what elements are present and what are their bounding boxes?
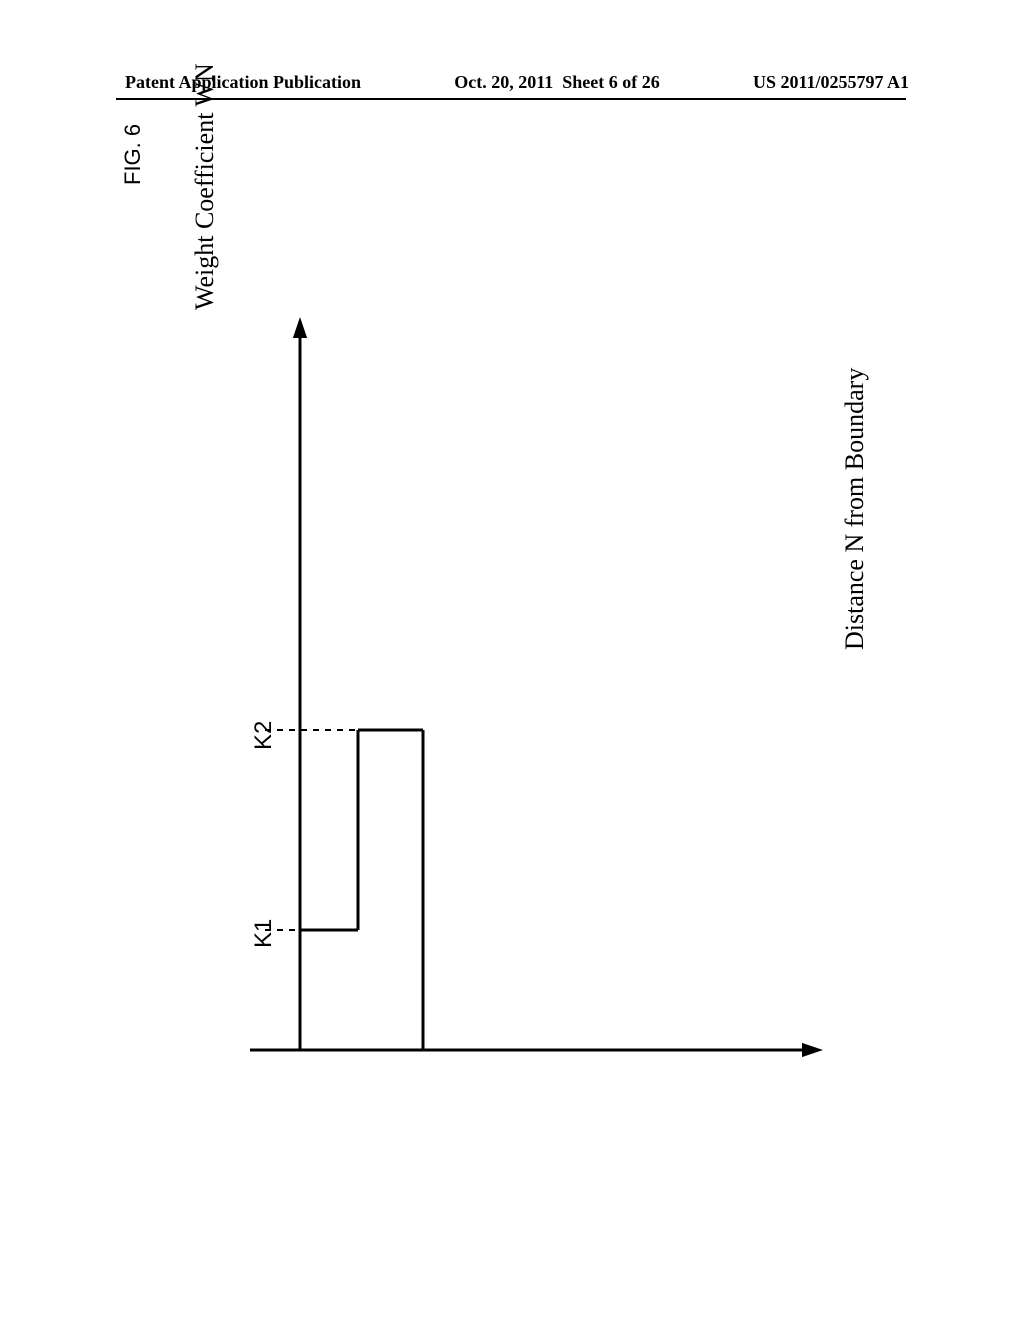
header-right: US 2011/0255797 A1	[753, 72, 909, 93]
header-rule	[116, 98, 906, 100]
header-left: Patent Application Publication	[125, 72, 361, 93]
figure-container: FIG. 6 Weight Coefficient WN Distance N …	[120, 180, 890, 1240]
y-axis-label: Weight Coefficient WN	[190, 63, 220, 310]
step-chart	[220, 230, 860, 1130]
header-center: Oct. 20, 2011 Sheet 6 of 26	[454, 72, 659, 93]
page-header: Patent Application Publication Oct. 20, …	[0, 72, 1024, 93]
figure-label: FIG. 6	[120, 124, 146, 185]
